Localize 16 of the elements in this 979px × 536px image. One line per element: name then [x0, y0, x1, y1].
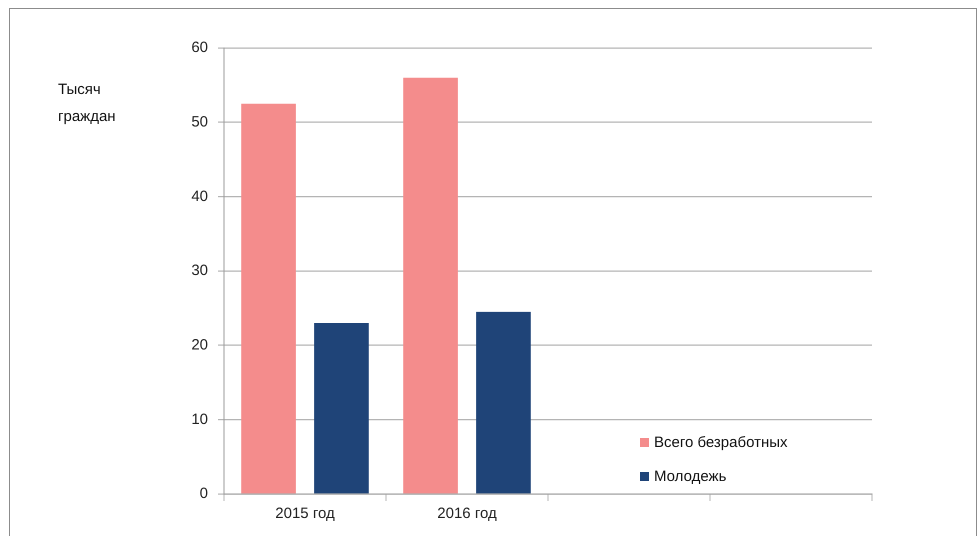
- y-tick-label: 0: [200, 485, 208, 502]
- x-tick-label: 2015 год: [275, 505, 335, 522]
- y-tick-label: 30: [191, 262, 208, 280]
- y-tick-label: 20: [191, 336, 208, 354]
- bar: [241, 104, 296, 494]
- y-tick-label: 60: [191, 39, 208, 56]
- y-tick-label: 40: [191, 188, 208, 205]
- y-tick-label: 50: [191, 113, 208, 130]
- y-tick-label: 10: [191, 410, 208, 428]
- legend-label: Молодежь: [654, 468, 727, 486]
- legend-label: Всего безработных: [654, 434, 788, 452]
- x-tick-label: 2016 год: [437, 505, 497, 522]
- bar: [314, 323, 369, 494]
- text: Тысяч граждан: [58, 80, 117, 127]
- bar: [476, 312, 531, 494]
- bar: [403, 78, 458, 494]
